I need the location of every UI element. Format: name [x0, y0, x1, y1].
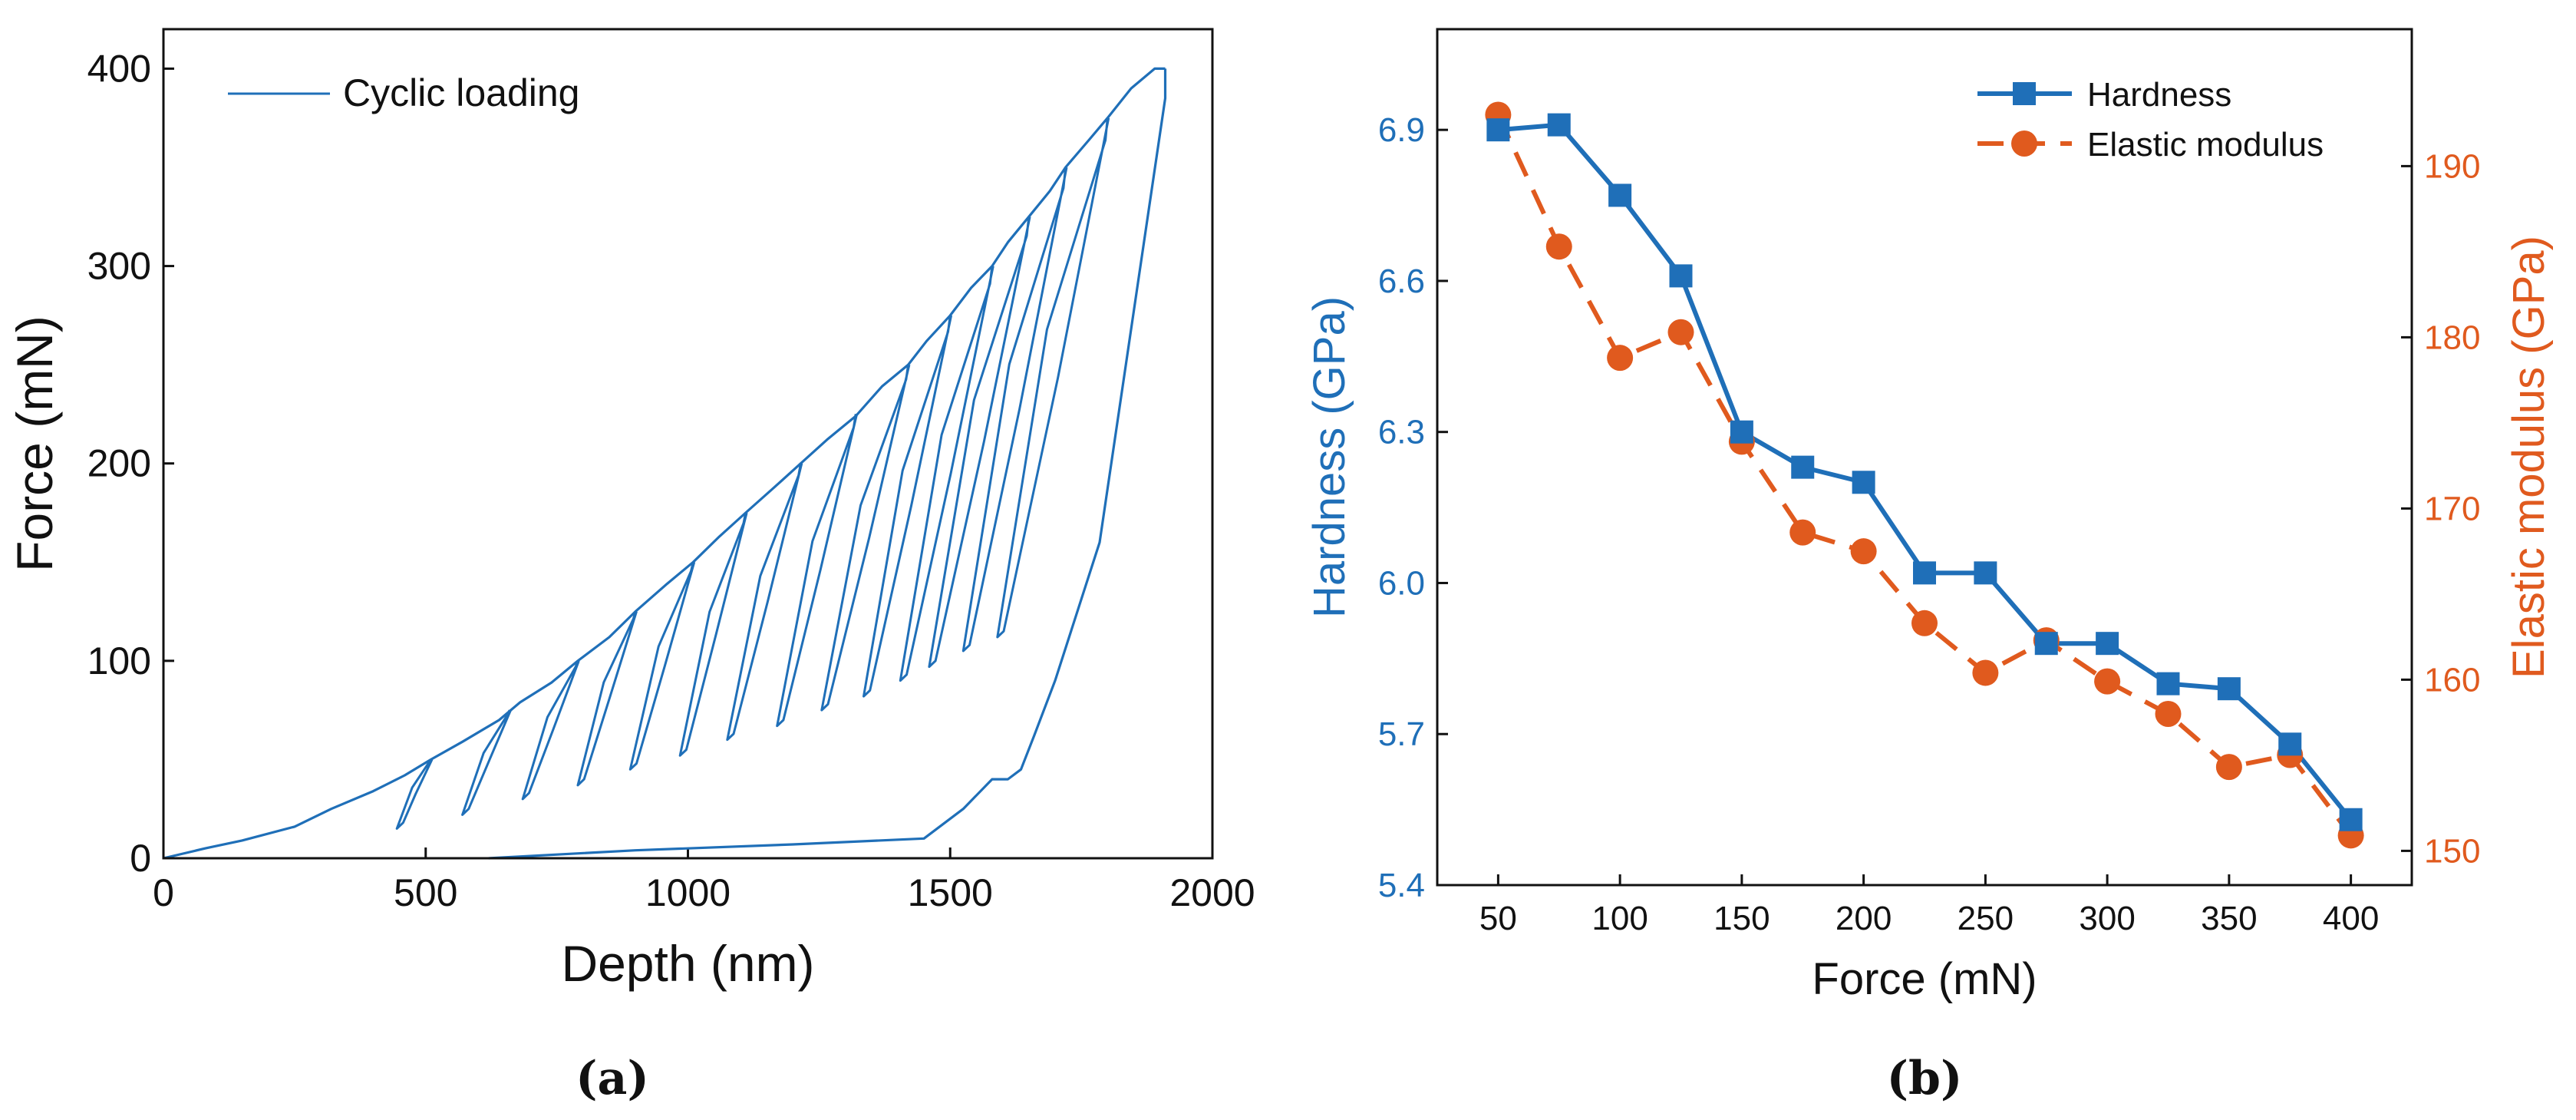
chart-a-cycle-loop	[628, 561, 696, 771]
chart-b-left-y-tick-label: 5.7	[1378, 715, 1425, 753]
hardness-point	[1669, 264, 1693, 288]
elastic-modulus-point	[1972, 659, 1999, 686]
chart-b-right-y-axis-label: Elastic modulus (GPa)	[2504, 236, 2554, 679]
chart-a-loading-curve	[163, 67, 1166, 860]
chart-b: 50 100 150 200 250 300 350 400 5.4 5.7 6.0 6.3 6.6 6.…	[1304, 28, 2554, 1105]
hardness-point	[1730, 420, 1753, 444]
legend-elastic-modulus-label: Elastic modulus	[2087, 126, 2324, 164]
elastic-modulus-point	[1607, 345, 1634, 372]
elastic-modulus-point	[1850, 538, 1877, 565]
chart-b-left-y-tick-label: 6.6	[1378, 263, 1425, 300]
chart-a-cycle-loop	[576, 611, 638, 787]
hardness-point	[2217, 677, 2241, 701]
chart-b-caption: (b)	[1887, 1052, 1963, 1105]
chart-a-cycle-loop	[928, 216, 1031, 669]
chart-b-plot-area	[1485, 101, 2364, 849]
chart-a-caption: (a)	[576, 1052, 649, 1105]
hardness-point	[1486, 118, 1510, 142]
hardness-point	[1547, 113, 1571, 137]
elastic-modulus-point	[1789, 519, 1816, 546]
hardness-point	[2278, 732, 2302, 756]
chart-b-left-y-tick-label: 6.9	[1378, 111, 1425, 149]
hardness-point	[1913, 561, 1936, 585]
chart-a-legend: Cyclic loading	[228, 71, 579, 114]
chart-a-cycle-loop	[726, 463, 803, 742]
hardness-point	[2339, 808, 2363, 831]
chart-a-y-axis-label: Force (mN)	[6, 316, 63, 572]
chart-a-final-unloading	[488, 68, 1167, 860]
elastic-modulus-point	[1911, 610, 1938, 636]
chart-a-cycle-loop	[820, 364, 911, 712]
chart-b-right-y-tick-label: 160	[2424, 661, 2480, 699]
hardness-point	[1791, 455, 1815, 479]
chart-b-right-y-tick-label: 190	[2424, 147, 2480, 185]
chart-b-legend: Hardness Elastic modulus	[1977, 76, 2324, 164]
chart-b-x-tick-label: 250	[1958, 900, 2014, 937]
chart-b-x-tick-label: 50	[1479, 900, 1517, 937]
chart-b-right-y-tick-label: 150	[2424, 832, 2480, 870]
chart-a-cycle-loop	[461, 709, 512, 816]
chart-a-ticks: 0 500 1000 1500 2000 0 100 200 300 400	[87, 47, 1255, 914]
chart-a-x-tick-label: 1500	[908, 871, 993, 914]
hardness-point	[1852, 471, 1875, 494]
chart-a-cycle-loop	[395, 758, 434, 830]
hardness-point	[1974, 561, 1997, 585]
elastic-modulus-point	[1667, 319, 1694, 345]
chart-b-x-tick-label: 150	[1713, 900, 1770, 937]
chart-b-left-y-tick-label: 6.3	[1378, 414, 1425, 451]
chart-a-legend-label: Cyclic loading	[343, 71, 579, 114]
chart-b-left-y-axis-label: Hardness (GPa)	[1304, 296, 1354, 618]
chart-a-cycle-loop	[521, 660, 580, 801]
chart-b-right-y-tick-label: 170	[2424, 490, 2480, 527]
chart-a-x-tick-label: 2000	[1169, 871, 1255, 914]
chart-a: 0 500 1000 1500 2000 0 100 200 300 400 Cyclic loa…	[6, 28, 1255, 1105]
chart-b-x-tick-label: 100	[1591, 900, 1648, 937]
chart-b-x-axis-label: Force (mN)	[1812, 954, 2037, 1004]
chart-a-frame	[162, 28, 1214, 860]
chart-a-x-axis-label: Depth (nm)	[561, 935, 814, 992]
chart-a-cycle-loop	[899, 266, 994, 682]
hardness-point	[2096, 632, 2119, 656]
chart-b-x-tick-label: 350	[2201, 900, 2257, 937]
chart-a-y-tick-label: 0	[130, 837, 151, 880]
chart-b-left-y-tick-label: 6.0	[1378, 564, 1425, 602]
chart-b-frame	[1436, 28, 2413, 887]
chart-a-plot-area	[163, 67, 1167, 860]
chart-a-cycle-loop	[776, 414, 859, 728]
chart-a-cycle-loop	[996, 117, 1110, 639]
chart-b-left-y-tick-label: 5.4	[1378, 867, 1425, 904]
legend-hardness-label: Hardness	[2087, 76, 2231, 114]
chart-a-x-tick-label: 0	[153, 871, 174, 914]
chart-a-y-tick-label: 300	[87, 245, 151, 288]
chart-a-cycle-loop	[961, 167, 1068, 653]
hardness-point	[2034, 632, 2058, 656]
chart-a-y-tick-label: 200	[87, 442, 151, 485]
elastic-modulus-point	[2155, 701, 2182, 727]
chart-a-cycle-loop	[678, 512, 748, 757]
legend-hardness-marker	[2013, 82, 2036, 105]
chart-a-cycle-loop	[863, 315, 953, 698]
hardness-point	[1608, 183, 1632, 207]
hardness-point	[2156, 672, 2180, 695]
chart-b-x-tick-label: 200	[1836, 900, 1892, 937]
elastic-modulus-line	[1496, 114, 2353, 838]
chart-a-x-tick-label: 500	[394, 871, 457, 914]
chart-b-right-y-tick-label: 180	[2424, 319, 2480, 356]
chart-a-y-tick-label: 100	[87, 639, 151, 682]
chart-b-ticks: 50 100 150 200 250 300 350 400 5.4 5.7 6.0 6.3 6.6 6.…	[1378, 111, 2481, 937]
elastic-modulus-point	[2215, 754, 2242, 781]
chart-a-x-tick-label: 1000	[645, 871, 731, 914]
chart-a-y-tick-label: 400	[87, 47, 151, 90]
chart-b-x-tick-label: 400	[2323, 900, 2379, 937]
chart-b-x-tick-label: 300	[2079, 900, 2135, 937]
elastic-modulus-point	[2094, 668, 2121, 695]
legend-elastic-modulus-marker	[2011, 131, 2037, 157]
elastic-modulus-point	[1545, 233, 1572, 260]
